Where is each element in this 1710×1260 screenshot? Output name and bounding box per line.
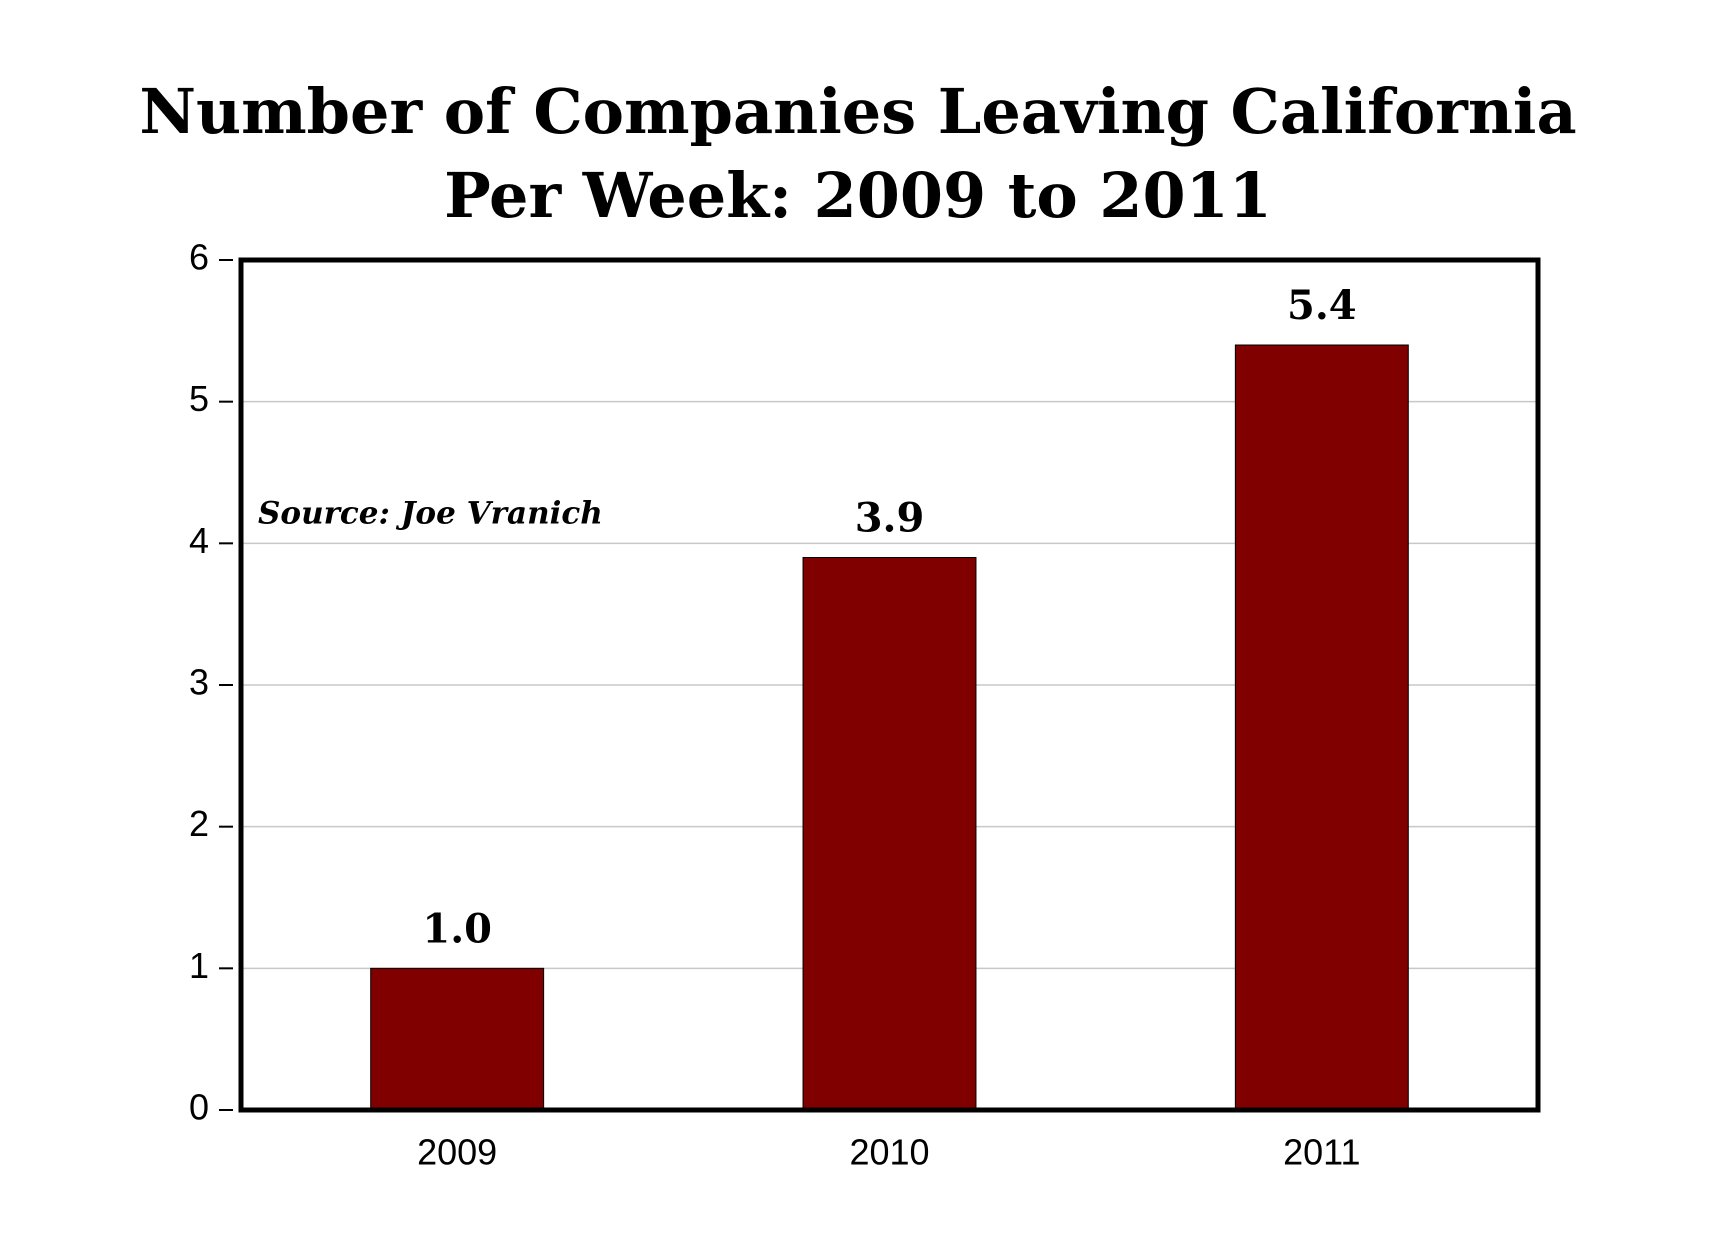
bar [370, 967, 545, 1111]
value-label: 5.4 [1287, 282, 1357, 329]
x-tick-label: 2009 [417, 1132, 497, 1173]
y-tick-label: 6 [189, 237, 209, 278]
value-label: 3.9 [855, 495, 925, 542]
annotation: Source: Joe Vranich [258, 496, 603, 532]
bar [802, 557, 977, 1111]
y-tick-label: 1 [189, 945, 209, 986]
x-tick-label: 2011 [1283, 1132, 1360, 1173]
y-tick-label: 5 [189, 378, 209, 419]
chart-title: Per Week: 2009 to 2011 [444, 159, 1272, 232]
y-tick-label: 4 [189, 520, 209, 561]
bar [1234, 344, 1409, 1111]
value-label: 1.0 [422, 905, 492, 952]
y-tick-label: 2 [189, 803, 209, 844]
y-tick-label: 3 [189, 662, 209, 703]
plot-frame [238, 257, 1541, 1113]
chart-title: Number of Companies Leaving California [139, 75, 1576, 148]
y-tick-label: 0 [189, 1087, 209, 1128]
x-tick-label: 2010 [849, 1132, 929, 1173]
